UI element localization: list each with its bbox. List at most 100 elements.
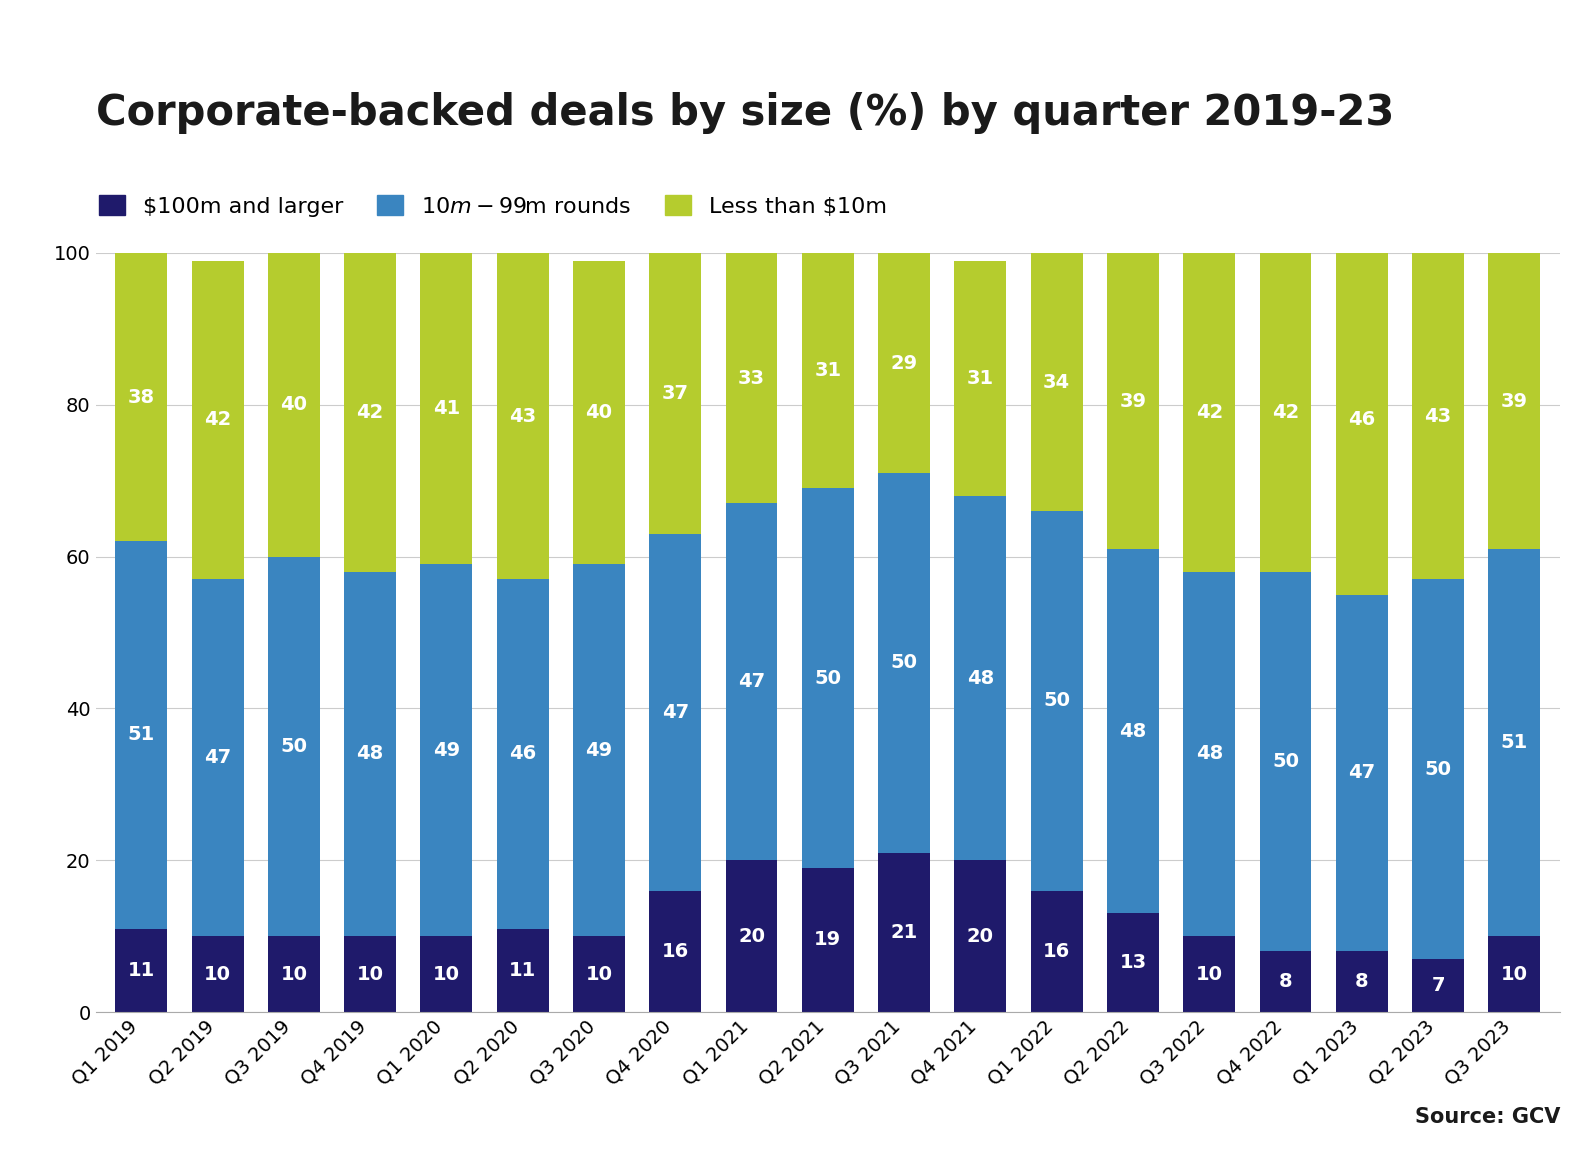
- Text: 20: 20: [966, 927, 993, 945]
- Text: 48: 48: [1196, 744, 1223, 764]
- Text: 16: 16: [1043, 942, 1070, 960]
- Text: 40: 40: [586, 402, 613, 422]
- Bar: [420, 253, 473, 565]
- Bar: [115, 253, 167, 542]
- Bar: [1030, 253, 1083, 511]
- Bar: [879, 253, 930, 473]
- Text: 51: 51: [1501, 733, 1528, 752]
- Text: 7: 7: [1431, 976, 1446, 995]
- Text: 46: 46: [509, 744, 537, 764]
- Text: 48: 48: [357, 744, 384, 764]
- Bar: [1336, 951, 1388, 1012]
- Text: 42: 42: [204, 411, 231, 429]
- Bar: [1336, 245, 1388, 595]
- Text: 39: 39: [1501, 391, 1528, 411]
- Text: 50: 50: [1272, 752, 1299, 770]
- Bar: [267, 936, 320, 1012]
- Text: 16: 16: [662, 942, 689, 960]
- Bar: [879, 473, 930, 852]
- Text: Source: GCV: Source: GCV: [1415, 1107, 1560, 1127]
- Bar: [573, 936, 626, 1012]
- Bar: [1489, 253, 1541, 549]
- Bar: [802, 868, 853, 1012]
- Text: 10: 10: [280, 965, 307, 983]
- Text: 43: 43: [1425, 407, 1452, 426]
- Bar: [726, 860, 777, 1012]
- Bar: [1183, 936, 1235, 1012]
- Bar: [420, 936, 473, 1012]
- Bar: [420, 565, 473, 936]
- Bar: [344, 253, 396, 572]
- Text: 48: 48: [1119, 722, 1146, 741]
- Bar: [726, 253, 777, 504]
- Text: 10: 10: [1196, 965, 1223, 983]
- Text: 11: 11: [127, 960, 154, 980]
- Bar: [1259, 951, 1312, 1012]
- Text: Corporate-backed deals by size (%) by quarter 2019-23: Corporate-backed deals by size (%) by qu…: [96, 92, 1395, 135]
- Bar: [1412, 253, 1465, 580]
- Bar: [1412, 959, 1465, 1012]
- Bar: [955, 261, 1006, 496]
- Bar: [497, 253, 549, 580]
- Bar: [1106, 549, 1159, 913]
- Text: 43: 43: [509, 407, 537, 426]
- Text: 21: 21: [890, 922, 917, 942]
- Text: 33: 33: [739, 369, 766, 388]
- Bar: [1106, 253, 1159, 549]
- Legend: $100m and larger, $10m - $99m rounds, Less than $10m: $100m and larger, $10m - $99m rounds, Le…: [99, 196, 887, 216]
- Text: 42: 42: [357, 402, 384, 422]
- Bar: [650, 890, 700, 1012]
- Text: 10: 10: [204, 965, 231, 983]
- Text: 47: 47: [204, 749, 231, 767]
- Bar: [1183, 572, 1235, 936]
- Text: 10: 10: [586, 965, 613, 983]
- Text: 42: 42: [1196, 402, 1223, 422]
- Text: 31: 31: [966, 369, 993, 388]
- Bar: [191, 936, 244, 1012]
- Text: 42: 42: [1272, 402, 1299, 422]
- Bar: [1030, 511, 1083, 890]
- Bar: [344, 936, 396, 1012]
- Text: 47: 47: [662, 703, 689, 722]
- Text: 10: 10: [357, 965, 384, 983]
- Text: 8: 8: [1355, 972, 1369, 991]
- Text: 37: 37: [662, 384, 689, 402]
- Bar: [267, 253, 320, 557]
- Text: 38: 38: [127, 388, 154, 407]
- Text: 29: 29: [890, 353, 917, 373]
- Bar: [191, 580, 244, 936]
- Bar: [115, 542, 167, 928]
- Text: 40: 40: [280, 396, 307, 414]
- Bar: [115, 928, 167, 1012]
- Text: 50: 50: [890, 653, 917, 673]
- Bar: [879, 852, 930, 1012]
- Text: 39: 39: [1119, 391, 1146, 411]
- Text: 47: 47: [1348, 764, 1375, 782]
- Bar: [573, 261, 626, 565]
- Text: 50: 50: [1425, 760, 1452, 779]
- Bar: [267, 557, 320, 936]
- Bar: [1259, 253, 1312, 572]
- Bar: [955, 860, 1006, 1012]
- Bar: [1030, 890, 1083, 1012]
- Bar: [955, 496, 1006, 860]
- Text: 47: 47: [739, 673, 766, 691]
- Bar: [1106, 913, 1159, 1012]
- Text: 50: 50: [280, 737, 307, 756]
- Text: 34: 34: [1043, 373, 1070, 391]
- Bar: [1183, 253, 1235, 572]
- Bar: [650, 534, 700, 890]
- Text: 31: 31: [814, 361, 842, 381]
- Bar: [726, 504, 777, 860]
- Text: 19: 19: [814, 930, 842, 950]
- Text: 49: 49: [433, 741, 460, 760]
- Bar: [191, 261, 244, 580]
- Text: 46: 46: [1348, 411, 1375, 429]
- Bar: [1412, 580, 1465, 959]
- Text: 8: 8: [1278, 972, 1293, 991]
- Bar: [802, 253, 853, 489]
- Text: 13: 13: [1119, 953, 1146, 972]
- Text: 10: 10: [1501, 965, 1528, 983]
- Text: 48: 48: [966, 668, 993, 688]
- Bar: [497, 928, 549, 1012]
